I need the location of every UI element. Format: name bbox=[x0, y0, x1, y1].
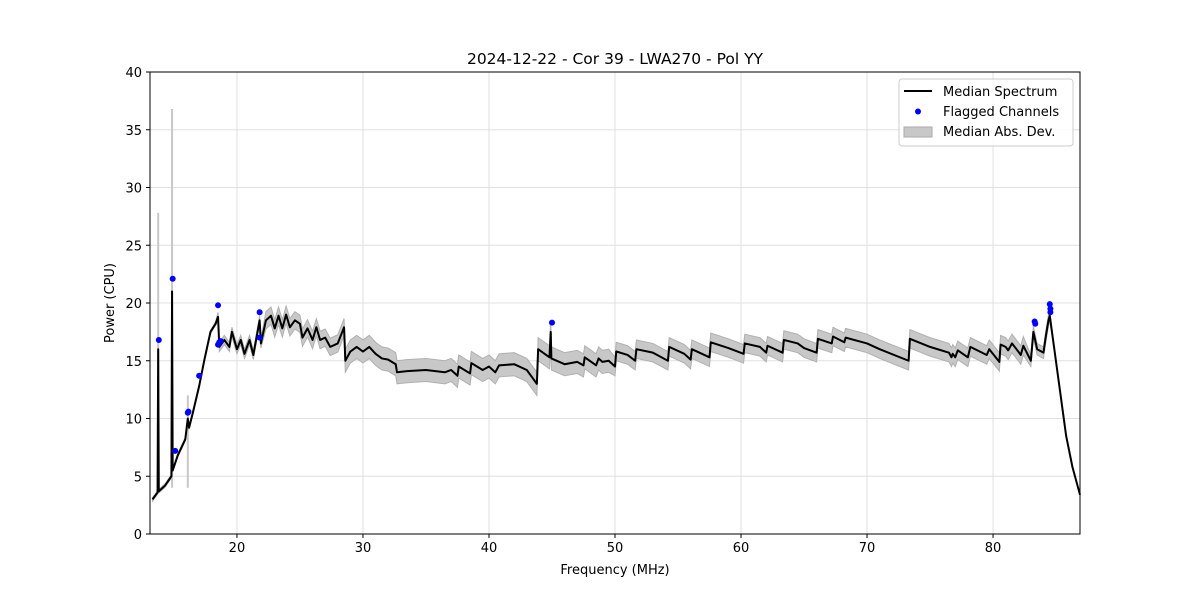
legend-label: Flagged Channels bbox=[943, 105, 1059, 120]
y-tick-label: 15 bbox=[125, 355, 142, 370]
y-tick-label: 20 bbox=[125, 297, 142, 312]
flagged-channel-point bbox=[185, 408, 192, 415]
y-tick-label: 10 bbox=[125, 413, 142, 428]
flagged-points-group bbox=[155, 275, 1054, 454]
y-axis-label: Power (CPU) bbox=[103, 263, 118, 343]
flagged-channel-point bbox=[169, 275, 176, 282]
flagged-channel-point bbox=[256, 334, 263, 341]
median-spectrum-line bbox=[151, 290, 1081, 500]
chart-title: 2024-12-22 - Cor 39 - LWA270 - Pol YY bbox=[467, 50, 764, 68]
flagged-channel-point bbox=[256, 309, 263, 316]
x-tick-label: 60 bbox=[733, 541, 750, 556]
x-tick-label: 80 bbox=[985, 541, 1002, 556]
y-tick-label: 30 bbox=[125, 182, 142, 197]
flagged-channel-point bbox=[172, 447, 179, 454]
flagged-channel-point bbox=[217, 338, 224, 345]
x-tick-label: 20 bbox=[229, 541, 246, 556]
x-tick-label: 50 bbox=[607, 541, 624, 556]
legend-box bbox=[898, 78, 1074, 147]
flagged-channel-point bbox=[548, 319, 555, 326]
flagged-channel-point bbox=[196, 372, 203, 379]
x-tick-label: 40 bbox=[481, 541, 498, 556]
flagged-channel-point bbox=[1047, 309, 1054, 316]
y-tick-label: 35 bbox=[125, 124, 142, 139]
mad-band-group bbox=[152, 108, 1081, 503]
legend-band-swatch bbox=[903, 126, 933, 138]
legend-dot-swatch bbox=[915, 108, 921, 115]
y-tick-label: 40 bbox=[125, 66, 142, 81]
flagged-channel-point bbox=[215, 302, 222, 309]
flagged-channel-point bbox=[1046, 301, 1053, 308]
y-tick-label: 25 bbox=[125, 239, 142, 254]
grid bbox=[150, 71, 1080, 535]
axis-ticks: 20 30 40 50 60 70 80 0 5 10 15 20 25 30 35 40 bbox=[125, 66, 1001, 556]
legend-label: Median Spectrum bbox=[943, 85, 1057, 100]
x-axis-label: Frequency (MHz) bbox=[560, 563, 669, 578]
mad-band bbox=[152, 289, 1081, 503]
legend: Median Spectrum Flagged Channels Median … bbox=[898, 78, 1074, 147]
flagged-channel-point bbox=[1032, 320, 1039, 327]
x-tick-label: 30 bbox=[355, 541, 372, 556]
median-line-group bbox=[151, 290, 1081, 500]
y-tick-label: 0 bbox=[134, 528, 142, 543]
flagged-channel-point bbox=[155, 336, 162, 343]
legend-label: Median Abs. Dev. bbox=[943, 125, 1055, 140]
x-tick-label: 70 bbox=[859, 541, 876, 556]
y-tick-label: 5 bbox=[134, 470, 142, 485]
